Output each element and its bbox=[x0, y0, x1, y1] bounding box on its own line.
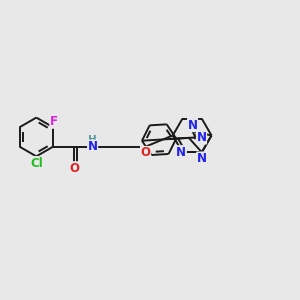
Text: N: N bbox=[88, 140, 98, 153]
Text: Cl: Cl bbox=[30, 157, 43, 169]
Text: N: N bbox=[176, 146, 186, 159]
Text: N: N bbox=[196, 131, 206, 144]
Text: N: N bbox=[188, 118, 198, 132]
Text: F: F bbox=[50, 115, 58, 128]
Text: O: O bbox=[69, 162, 79, 175]
Text: H: H bbox=[88, 135, 97, 145]
Text: N: N bbox=[197, 152, 207, 165]
Text: O: O bbox=[140, 146, 151, 160]
